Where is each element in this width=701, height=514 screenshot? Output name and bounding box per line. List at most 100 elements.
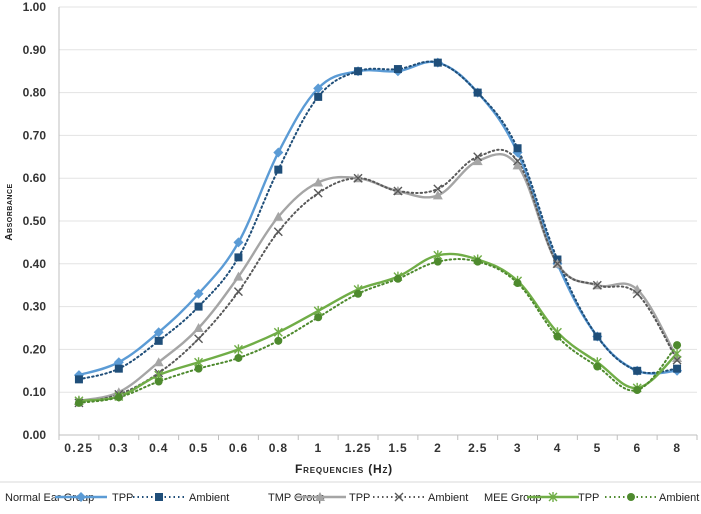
data-point-mee-ambient-1.5	[393, 274, 402, 283]
data-point-tmp-tpp-2	[432, 190, 443, 200]
legend-label-mee-ambient: Ambient	[659, 492, 699, 504]
legend-marker-mee-ambient	[627, 493, 635, 501]
legend-label-normal-tpp: TPP	[112, 492, 133, 504]
data-point-normal-ambient-6	[633, 366, 642, 375]
legend-group-label-mee: MEE Group	[484, 492, 541, 504]
data-point-normal-ambient-0.25	[74, 375, 83, 384]
data-point-normal-ambient-5	[593, 332, 602, 341]
data-point-mee-ambient-5	[593, 362, 602, 371]
x-tick-label: 2	[434, 441, 441, 455]
x-tick-label: 8	[673, 441, 680, 455]
legend-marker-mee-tpp	[548, 492, 558, 502]
data-point-mee-tpp-0.8	[273, 327, 283, 338]
data-point-normal-tpp-0.8	[273, 147, 284, 158]
data-point-mee-ambient-0.8	[274, 336, 283, 345]
y-tick-label: 0.50	[23, 214, 47, 228]
data-point-mee-ambient-1	[314, 313, 323, 322]
x-tick-label: 4	[554, 441, 561, 455]
data-point-tmp-tpp-3	[512, 160, 523, 170]
data-point-normal-tpp-1	[313, 83, 324, 94]
y-tick-label: 0.80	[23, 86, 47, 100]
y-tick-label: 0.70	[23, 128, 47, 142]
data-point-normal-ambient-0.4	[154, 336, 163, 345]
data-point-mee-ambient-0.25	[74, 398, 83, 407]
legend-label-normal-ambient: Ambient	[189, 492, 229, 504]
data-point-tmp-ambient-8	[672, 355, 682, 365]
x-tick-label: 0.4	[149, 441, 168, 455]
y-tick-label: 0.00	[23, 428, 47, 442]
grid-layer	[59, 6, 697, 393]
data-point-normal-ambient-0.5	[194, 302, 203, 311]
y-tick-label: 0.20	[23, 342, 47, 356]
data-point-tmp-ambient-6	[632, 289, 642, 299]
legend-marker-tmp-tpp	[315, 492, 325, 501]
data-point-tmp-ambient-2.5	[473, 152, 483, 162]
legend-marker-normal-tpp	[76, 492, 86, 502]
legend-marker-normal-ambient	[155, 493, 163, 501]
data-point-normal-ambient-0.8	[274, 165, 283, 174]
legend-swatch-tmp-tpp	[294, 492, 346, 501]
x-tick-label: 0.25	[64, 441, 93, 455]
data-point-mee-ambient-0.4	[154, 377, 163, 386]
x-tick-label: 0.3	[109, 441, 128, 455]
x-tick-label: 1.25	[345, 441, 372, 455]
x-tick-label: 3	[514, 441, 521, 455]
data-point-normal-ambient-0.3	[114, 364, 123, 373]
data-point-tmp-ambient-0.5	[194, 334, 204, 344]
data-point-normal-ambient-8	[673, 364, 682, 373]
data-point-mee-ambient-2	[433, 257, 442, 266]
data-point-normal-ambient-1.25	[354, 67, 363, 76]
data-point-mee-ambient-1.25	[354, 289, 363, 298]
data-point-mee-ambient-0.6	[234, 353, 243, 362]
legend-label-tmp-tpp: TPP	[349, 492, 370, 504]
x-tick-label: 1	[314, 441, 321, 455]
data-point-tmp-ambient-3	[513, 156, 523, 166]
data-point-mee-ambient-3	[513, 279, 522, 288]
legend-swatch-mee-ambient	[605, 493, 657, 501]
data-point-normal-ambient-1	[314, 92, 323, 101]
y-tick-label: 0.60	[23, 171, 47, 185]
series-layer	[77, 60, 679, 404]
data-point-tmp-tpp-2.5	[472, 156, 483, 166]
series-line-tmp-ambient	[77, 148, 679, 404]
x-tick-label: 6	[633, 441, 640, 455]
data-point-normal-tpp-0.4	[153, 327, 164, 338]
series-line-mee-tpp	[77, 252, 679, 402]
legend-label-mee-tpp: TPP	[578, 492, 599, 504]
data-point-mee-ambient-8	[673, 341, 682, 350]
y-axis-title: Absorbance	[4, 183, 15, 240]
data-point-tmp-ambient-0.8	[273, 227, 283, 237]
x-tick-label: 1.5	[388, 441, 407, 455]
data-point-tmp-ambient-5	[592, 280, 602, 290]
data-point-mee-ambient-6	[633, 386, 642, 395]
data-point-tmp-ambient-4	[552, 259, 562, 269]
y-tick-label: 0.40	[23, 257, 47, 271]
data-point-normal-ambient-0.6	[234, 253, 243, 262]
data-point-tmp-tpp-0.4	[153, 357, 164, 367]
legend-marker-tmp-ambient	[394, 492, 404, 502]
series-line-mee-ambient	[77, 258, 679, 404]
data-point-mee-ambient-4	[553, 332, 562, 341]
data-point-tmp-ambient-1	[313, 188, 323, 198]
data-point-normal-ambient-1.5	[393, 65, 402, 74]
data-point-normal-tpp-0.6	[233, 237, 244, 248]
legend-label-tmp-ambient: Ambient	[428, 492, 468, 504]
data-point-normal-ambient-2	[433, 58, 442, 67]
legend-group-label-normal: Normal Ear Group	[5, 492, 94, 504]
series-line-normal-ambient	[77, 60, 679, 381]
data-point-tmp-ambient-0.6	[233, 287, 243, 297]
data-point-tmp-ambient-1.25	[353, 173, 363, 183]
x-tick-label: 2.5	[468, 441, 487, 455]
data-point-tmp-ambient-1.5	[393, 186, 403, 196]
legend: Normal Ear Group TMP Group MEE Group TPP…	[5, 492, 699, 504]
data-point-mee-tpp-0.6	[233, 344, 243, 355]
x-axis-title: Frequencies (Hz)	[295, 462, 393, 476]
legend-swatch-mee-tpp	[527, 492, 579, 502]
data-point-mee-ambient-2.5	[473, 257, 482, 266]
series-line-tmp-tpp	[77, 153, 679, 402]
marker-layer	[73, 57, 683, 408]
x-tick-label: 5	[594, 441, 601, 455]
legend-swatch-normal-tpp	[55, 492, 107, 502]
tick-layer: 0.00 0.10 0.20 0.30 0.40 0.50 0.60 0.70 0.80 0.90…	[23, 0, 680, 455]
